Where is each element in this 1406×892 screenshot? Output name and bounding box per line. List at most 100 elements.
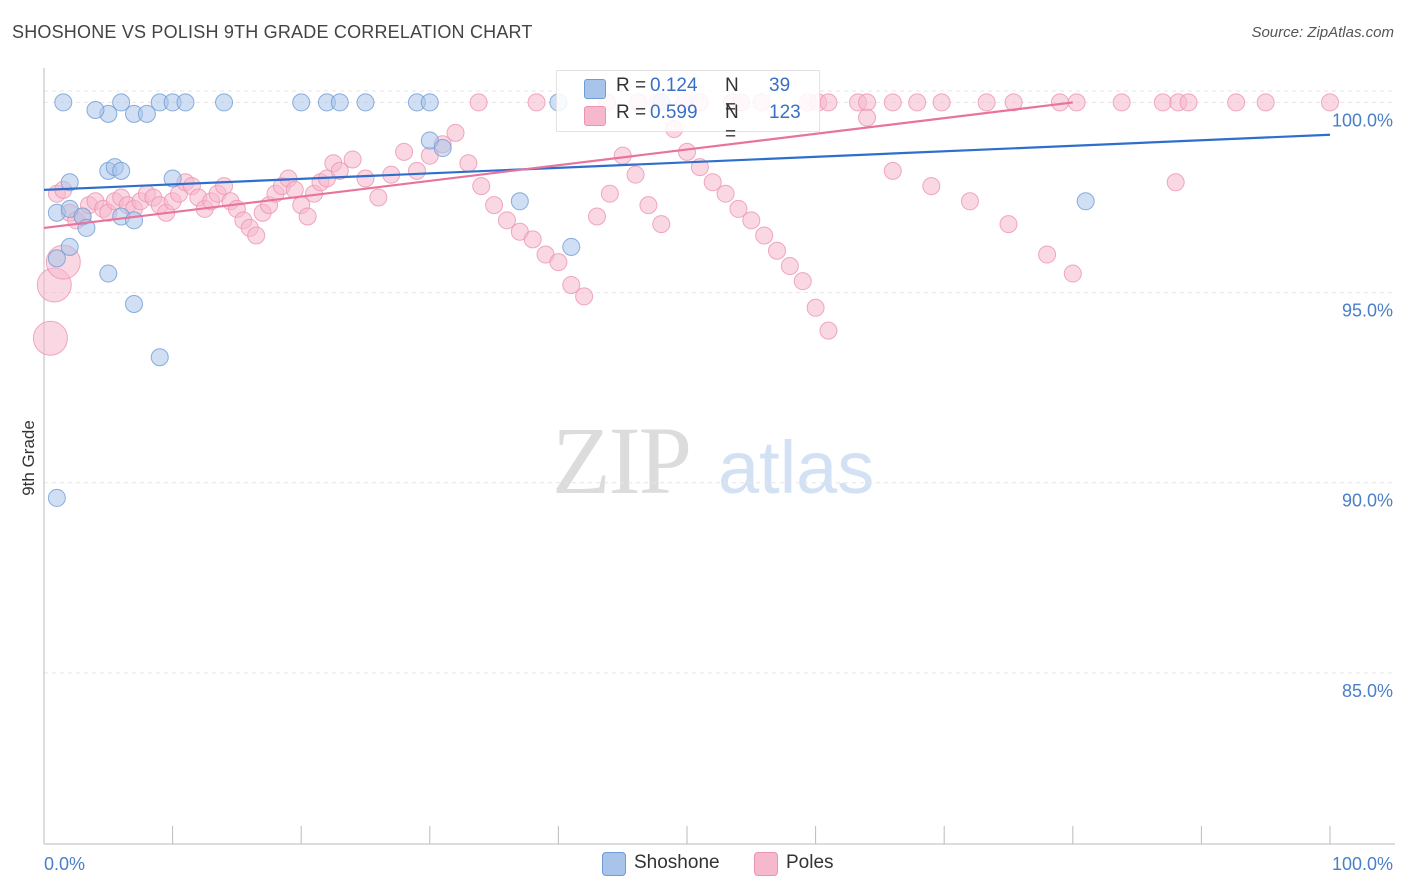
x-tick-label: 0.0% xyxy=(44,854,85,874)
shoshone-point xyxy=(510,192,529,211)
poles-point xyxy=(780,256,799,275)
shoshone-point xyxy=(54,93,73,112)
poles-point xyxy=(549,253,568,272)
y-tick-label: 95.0% xyxy=(1342,301,1393,321)
poles-point xyxy=(768,241,787,260)
shoshone-swatch xyxy=(584,79,606,99)
r-value: 0.124 xyxy=(650,75,698,96)
poles-point xyxy=(908,93,927,112)
legend-stats: R = 0.124 N = 39 R = 0.599 N = 123 xyxy=(556,70,820,145)
poles-point xyxy=(977,93,996,112)
legend-label: Shoshone xyxy=(634,852,720,873)
shoshone-point xyxy=(1076,192,1095,211)
n-value: 123 xyxy=(769,102,801,123)
poles-point xyxy=(858,93,877,112)
shoshone-point xyxy=(125,211,144,230)
poles-point xyxy=(729,199,748,218)
watermark-zip: ZIP xyxy=(552,407,692,514)
shoshone-point xyxy=(47,249,66,268)
poles-point xyxy=(883,93,902,112)
r-label: R = xyxy=(616,75,647,96)
poles-point xyxy=(247,226,266,245)
poles-swatch xyxy=(584,106,606,126)
poles-point xyxy=(32,320,68,356)
poles-point xyxy=(369,188,388,207)
y-tick-label: 100.0% xyxy=(1332,110,1393,130)
poles-point xyxy=(343,150,362,169)
poles-point xyxy=(1063,264,1082,283)
shoshone-point xyxy=(60,237,79,256)
poles-point xyxy=(999,215,1018,234)
shoshone-point xyxy=(86,101,105,120)
poles-point xyxy=(1179,93,1198,112)
poles-point xyxy=(819,321,838,340)
poles-point xyxy=(652,215,671,234)
poles-point xyxy=(819,93,838,112)
poles-point xyxy=(678,142,696,161)
shoshone-point xyxy=(99,264,118,283)
shoshone-point xyxy=(137,104,156,123)
y-tick-label: 90.0% xyxy=(1342,491,1393,511)
n-value: 39 xyxy=(769,75,791,96)
poles-trend-line xyxy=(43,101,1073,230)
shoshone-point xyxy=(112,93,131,112)
poles-point xyxy=(1256,93,1275,112)
poles-point xyxy=(1321,93,1339,112)
poles-legend-swatch xyxy=(754,852,778,876)
poles-point xyxy=(446,123,465,142)
poles-point xyxy=(716,184,735,203)
shoshone-point xyxy=(150,348,169,367)
poles-point xyxy=(497,211,516,230)
shoshone-legend-swatch xyxy=(602,852,626,876)
poles-point xyxy=(600,184,619,203)
poles-point xyxy=(523,230,542,249)
n-label: N = xyxy=(725,75,739,118)
shoshone-trend-line xyxy=(43,133,1331,191)
n-label: N = xyxy=(725,102,739,145)
poles-point xyxy=(1153,93,1172,112)
chart-source: Source: ZipAtlas.com xyxy=(1251,24,1394,41)
shoshone-point xyxy=(112,161,131,180)
poles-point xyxy=(356,169,375,188)
poles-point xyxy=(1166,173,1185,192)
poles-point xyxy=(587,207,606,226)
poles-point xyxy=(1004,93,1023,112)
y-axis-title: 9th Grade xyxy=(19,420,38,496)
poles-point xyxy=(932,93,951,112)
poles-point xyxy=(960,192,979,211)
r-label: R = xyxy=(616,102,647,123)
shoshone-point xyxy=(420,93,439,112)
poles-point xyxy=(298,207,317,226)
poles-point xyxy=(485,196,504,215)
poles-point xyxy=(922,177,941,196)
shoshone-point xyxy=(562,237,581,256)
poles-point xyxy=(330,161,349,180)
y-tick-label: 85.0% xyxy=(1342,681,1393,701)
poles-point xyxy=(562,275,581,294)
shoshone-point xyxy=(47,488,66,507)
shoshone-point xyxy=(176,93,195,112)
poles-point xyxy=(1038,245,1057,264)
shoshone-point xyxy=(215,93,234,112)
poles-point xyxy=(858,108,877,127)
r-value: 0.599 xyxy=(650,102,698,123)
poles-point xyxy=(793,272,812,291)
shoshone-point xyxy=(125,294,144,313)
poles-point xyxy=(395,142,414,161)
shoshone-point xyxy=(292,93,311,112)
poles-point xyxy=(742,211,761,230)
poles-point xyxy=(459,154,478,173)
shoshone-point xyxy=(356,93,375,112)
shoshone-point xyxy=(330,93,349,112)
shoshone-point xyxy=(163,169,182,188)
watermark-atlas: atlas xyxy=(718,426,875,509)
poles-point xyxy=(755,226,774,245)
poles-point xyxy=(883,161,902,180)
shoshone-point xyxy=(433,139,452,158)
poles-point xyxy=(215,177,234,196)
legend-label: Poles xyxy=(786,852,834,873)
x-tick-label: 100.0% xyxy=(1332,854,1393,874)
chart-title: SHOSHONE VS POLISH 9TH GRADE CORRELATION… xyxy=(12,22,533,42)
poles-point xyxy=(469,93,488,112)
